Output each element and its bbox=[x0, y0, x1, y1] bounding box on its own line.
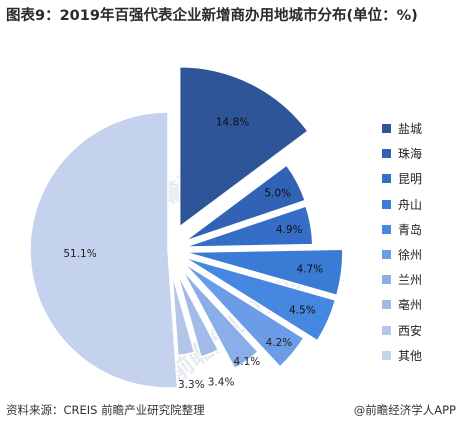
pie-label-青岛: 4.5% bbox=[289, 305, 316, 317]
legend-label: 徐州 bbox=[398, 248, 423, 263]
legend-item-青岛: 青岛 bbox=[382, 217, 422, 242]
legend-item-其他: 其他 bbox=[382, 343, 422, 368]
brand-credit: @前瞻经济学人APP bbox=[353, 403, 456, 417]
legend-item-兰州: 兰州 bbox=[382, 267, 422, 292]
legend-swatch bbox=[382, 224, 391, 234]
source-note: 资料来源：CREIS 前瞻产业研究院整理 bbox=[6, 403, 205, 417]
legend-swatch bbox=[382, 325, 391, 335]
legend-swatch bbox=[382, 174, 391, 184]
legend-swatch bbox=[382, 300, 391, 310]
legend-swatch bbox=[382, 350, 391, 360]
legend-item-舟山: 舟山 bbox=[382, 192, 422, 217]
pie-label-珠海: 5.0% bbox=[264, 187, 291, 199]
pie-slice-兰州 bbox=[181, 269, 260, 370]
legend-label: 西安 bbox=[398, 323, 423, 338]
legend-swatch bbox=[382, 149, 391, 159]
legend-swatch bbox=[382, 275, 391, 285]
legend-swatch bbox=[382, 199, 391, 209]
legend-item-西安: 西安 bbox=[382, 318, 422, 343]
pie-slice-徐州 bbox=[182, 262, 305, 368]
legend-label: 舟山 bbox=[398, 197, 423, 212]
pie-label-西安: 3.3% bbox=[178, 379, 205, 391]
pie-slice-青岛 bbox=[183, 256, 337, 342]
legend-item-盐城: 盐城 bbox=[382, 116, 422, 141]
pie-chart: 14.8% 5.0% 4.9% 4.7% 4.5% 4.2% 4.1% 3.4%3.3% 51.… bbox=[29, 66, 344, 391]
legend: 盐城珠海昆明舟山青岛徐州兰州亳州西安其他 bbox=[382, 116, 422, 368]
legend-label: 盐城 bbox=[398, 122, 423, 137]
legend-item-徐州: 徐州 bbox=[382, 242, 422, 267]
legend-item-亳州: 亳州 bbox=[382, 292, 422, 317]
pie-label-昆明: 4.9% bbox=[276, 224, 303, 236]
pie-slice-昆明 bbox=[184, 205, 314, 248]
pie-label-盐城: 14.8% bbox=[216, 116, 249, 128]
pie-slice-盐城 bbox=[178, 66, 309, 229]
chart-title: 图表9：2019年百强代表企业新增商办用地城市分布(单位：%) bbox=[6, 8, 418, 24]
pie-label-徐州: 4.2% bbox=[266, 337, 293, 349]
pie-slice-珠海 bbox=[183, 164, 307, 243]
legend-label: 亳州 bbox=[398, 298, 423, 313]
legend-label: 兰州 bbox=[398, 273, 423, 288]
legend-label: 昆明 bbox=[398, 172, 423, 187]
pie-label-亳州: 3.4% bbox=[208, 377, 235, 389]
legend-item-珠海: 珠海 bbox=[382, 141, 422, 166]
legend-label: 珠海 bbox=[398, 147, 423, 162]
legend-label: 其他 bbox=[398, 348, 423, 363]
pie-labels: 14.8% 5.0% 4.9% 4.7% 4.5% 4.2% 4.1% 3.4%3.3% 51.… bbox=[63, 116, 323, 391]
pie-slice-西安 bbox=[171, 273, 196, 357]
legend-item-昆明: 昆明 bbox=[382, 166, 422, 191]
pie-slice-舟山 bbox=[184, 248, 344, 297]
legend-swatch bbox=[382, 124, 391, 134]
pie-label-兰州: 4.1% bbox=[234, 356, 261, 368]
pie-slice-亳州 bbox=[176, 271, 220, 358]
pie-label-其他: 51.1% bbox=[63, 248, 96, 260]
legend-swatch bbox=[382, 250, 391, 260]
pie-slice-其他 bbox=[29, 111, 179, 389]
legend-label: 青岛 bbox=[398, 222, 423, 237]
pie-slices bbox=[29, 66, 344, 389]
pie-label-舟山: 4.7% bbox=[296, 263, 323, 275]
